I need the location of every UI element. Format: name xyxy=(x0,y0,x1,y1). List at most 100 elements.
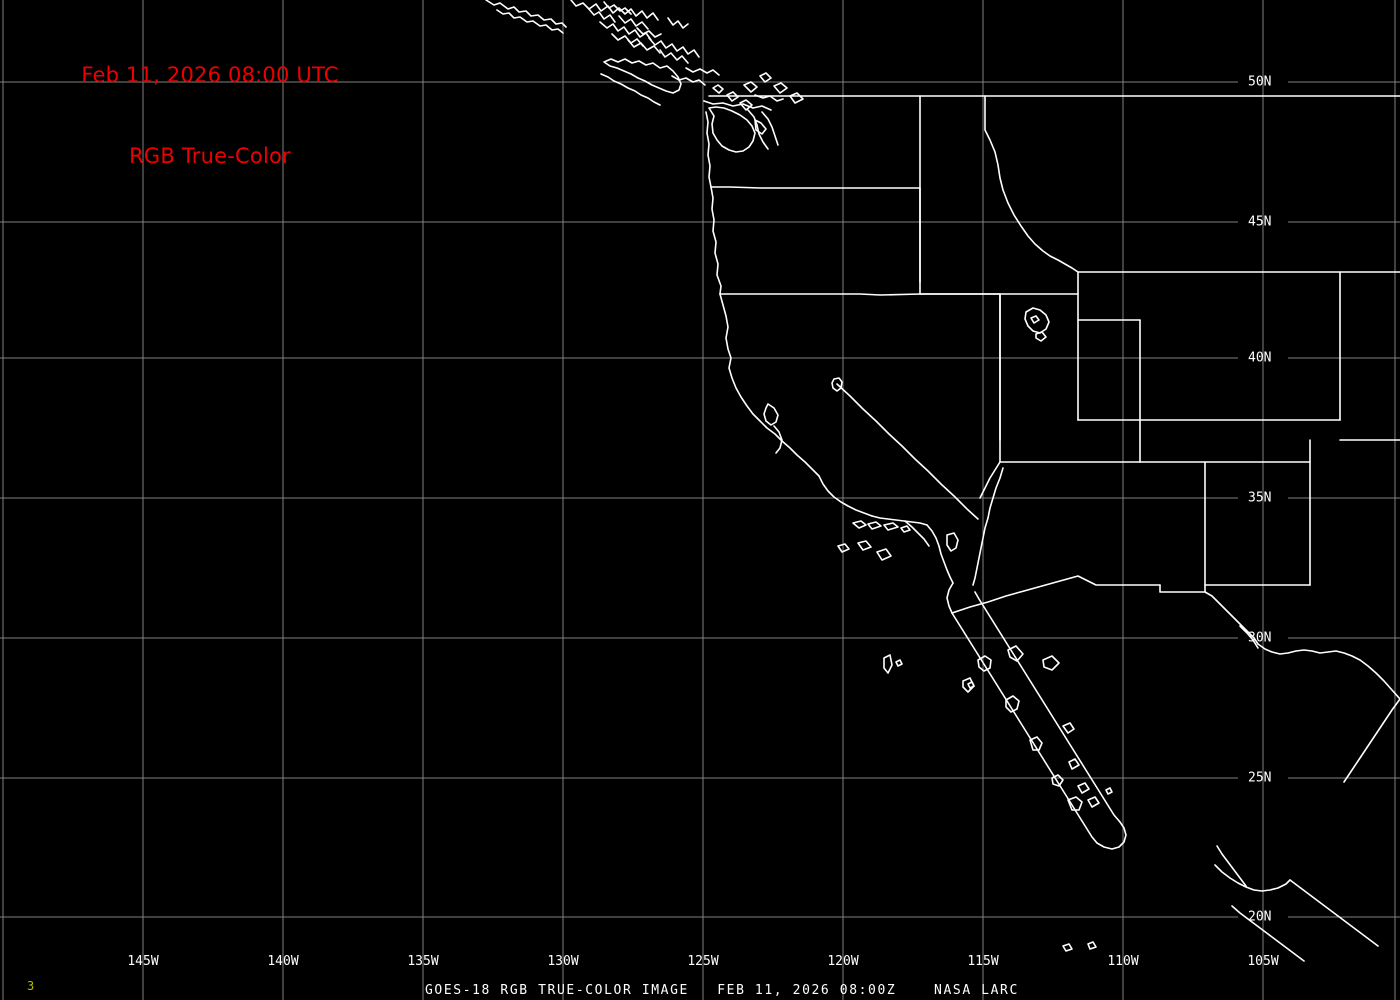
island-clarion xyxy=(1087,941,1097,950)
coast-bc-inlet-3 xyxy=(618,15,649,30)
latitude-tick-label: 45N xyxy=(1248,214,1272,230)
longitude-tick-label: 115W xyxy=(967,954,999,969)
coast-gulf-islands-1 xyxy=(712,84,724,94)
latitude-tick-label: 40N xyxy=(1248,350,1272,366)
latitude-tick-label: 35N xyxy=(1248,490,1272,506)
island-san-miguel xyxy=(852,520,867,529)
coast-california-sd xyxy=(946,582,954,614)
coast-puget-islands xyxy=(754,119,767,135)
timestamp-title: Feb 11, 2026 08:00 UTC RGB True-Color xyxy=(0,8,420,224)
coast-bc-inlet-1 xyxy=(587,7,616,23)
coast-sinaloa xyxy=(1289,879,1379,947)
island-angel-de-la-guarda xyxy=(1007,645,1024,662)
coast-olympic-peninsula xyxy=(708,106,756,153)
island-guadalupe xyxy=(883,654,893,674)
coast-oregon xyxy=(710,186,722,295)
longitude-tick-label: 125W xyxy=(687,954,719,969)
coast-puget-sound-a xyxy=(747,109,769,150)
title-line-datetime: Feb 11, 2026 08:00 UTC xyxy=(81,63,339,87)
coast-puget-sound-b xyxy=(761,111,779,146)
coast-mexico-south-tail xyxy=(1231,905,1305,962)
coast-baja-lapaz xyxy=(1067,796,1083,811)
islet-offshore-a xyxy=(895,659,903,667)
island-cerralvo xyxy=(1087,796,1100,808)
coast-bc-inlet-2 xyxy=(603,1,632,15)
coast-bc-mainland-north xyxy=(570,0,659,21)
coast-baja-pacific xyxy=(951,612,1098,844)
island-espiritu-santo xyxy=(1077,782,1090,794)
coast-mexico-mainland-mid xyxy=(1343,698,1400,783)
lake-utah xyxy=(1035,331,1047,342)
island-san-jose xyxy=(1068,758,1080,770)
island-san-clemente xyxy=(876,548,892,561)
coast-baja-laguna xyxy=(1029,736,1043,751)
coast-california-pt-conception xyxy=(871,515,928,526)
coast-california-socal xyxy=(926,524,954,584)
border-nv-az xyxy=(979,461,1001,499)
coast-sonora xyxy=(1257,643,1400,700)
longitude-tick-label: 140W xyxy=(267,954,299,969)
coast-baja-magdalena xyxy=(1051,774,1064,787)
border-wa-or xyxy=(710,186,921,189)
border-id-mt-panhandle xyxy=(984,95,1079,273)
coast-bc-strait-georgia xyxy=(671,75,706,86)
river-colorado xyxy=(972,467,1004,586)
border-ca-nv-diagonal xyxy=(836,383,979,520)
border-or-ca xyxy=(719,293,921,296)
latitude-tick-label: 50N xyxy=(1248,74,1272,90)
latitude-tick-label: 25N xyxy=(1248,770,1272,786)
coast-bc-n-island xyxy=(743,81,758,93)
coast-vancouver-island xyxy=(603,58,682,94)
coast-baja-gulf xyxy=(974,591,1121,823)
coast-california-sf-bay xyxy=(763,403,779,426)
coast-bc-islet-a xyxy=(759,72,772,83)
island-san-nicolas xyxy=(837,543,850,553)
coast-socal-bight xyxy=(904,520,930,547)
longitude-tick-label: 120W xyxy=(827,954,859,969)
coast-san-juan-islands xyxy=(739,99,753,111)
longitude-tick-label: 110W xyxy=(1107,954,1139,969)
longitude-tick-label: 135W xyxy=(407,954,439,969)
footer-caption: GOES-18 RGB TRUE-COLOR IMAGE FEB 11, 202… xyxy=(425,983,1019,998)
coast-california-monterey xyxy=(818,475,873,517)
lake-tahoe xyxy=(831,377,843,392)
islet-offshore-b xyxy=(967,681,975,689)
coast-mexico-sonora-gulf xyxy=(1216,845,1247,887)
island-santa-cruz xyxy=(883,522,899,531)
coast-bc-mainland-mid xyxy=(648,37,700,58)
coast-bc-islet-c xyxy=(789,92,804,104)
coast-wa-strait-fuca xyxy=(703,100,772,111)
coast-baja-cape xyxy=(1096,821,1127,850)
coast-gulf-islands-2 xyxy=(726,91,739,102)
latitude-tick-label: 30N xyxy=(1248,630,1272,646)
coast-haida-gwaii xyxy=(496,9,564,34)
coast-bc-islet-b xyxy=(773,82,788,94)
title-line-product: RGB True-Color xyxy=(129,144,291,168)
coast-bc-islands-b xyxy=(627,39,661,54)
coast-baja-bahia-sebastian xyxy=(977,655,992,672)
border-us-mexico-ca xyxy=(951,575,1161,614)
coast-bc-fraser xyxy=(685,67,720,76)
latitude-tick-label: 20N xyxy=(1248,909,1272,925)
island-tiburon xyxy=(1042,655,1060,671)
lake-salton-sea xyxy=(946,532,959,552)
frame-index-label: 3 xyxy=(27,979,35,993)
longitude-tick-label: 130W xyxy=(547,954,579,969)
lake-great-salt xyxy=(1024,307,1050,334)
island-santa-catalina xyxy=(857,540,872,551)
coast-sonora-inner xyxy=(1239,625,1259,649)
coast-vancouver-island-west xyxy=(600,73,661,106)
lake-salt-islet xyxy=(1030,315,1040,324)
coast-bc-fjord-cluster xyxy=(599,21,652,41)
island-cedros xyxy=(962,677,975,693)
coast-mexico-baja-gulf-east xyxy=(1214,864,1291,892)
border-us-mexico-az-nm xyxy=(1159,584,1259,645)
island-santa-rosa xyxy=(867,521,882,530)
longitude-tick-label: 145W xyxy=(127,954,159,969)
coast-bc-islands-c xyxy=(636,27,662,38)
coast-se-alaska-a xyxy=(485,0,567,28)
